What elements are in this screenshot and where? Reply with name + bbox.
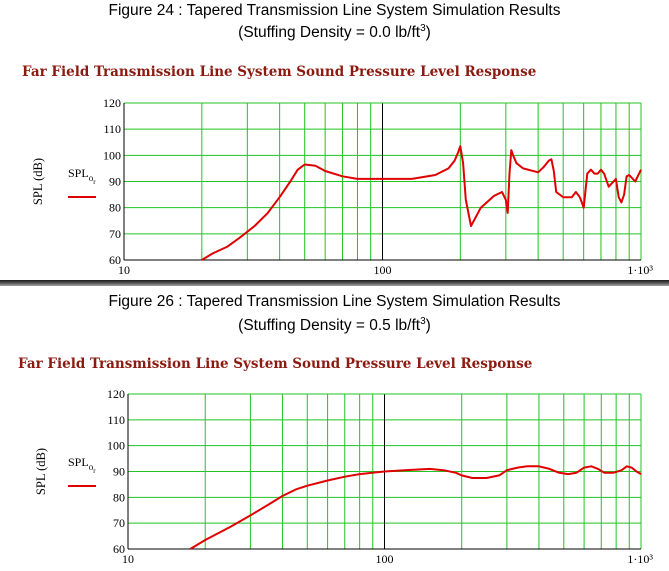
section-divider [0,280,669,288]
x-tick-label: 1·10³ [627,552,653,566]
spl-response-chart-2: 60 70 80 90 100 110 120 10 100 1·10³ SPL (dB) SPLor [34,387,653,566]
x-tick-label: 10 [122,552,134,566]
y-tick-label: 120 [107,387,125,401]
y-tick-label: 70 [113,516,125,530]
chart-title: Far Field Transmission Line System Sound… [22,64,537,80]
y-tick-label: 110 [107,413,125,427]
y-axis-label: SPL (dB) [31,158,45,205]
y-tick-label: 60 [113,542,125,556]
spl-series-line [189,465,642,550]
figure-title-line2-close: ) [425,24,431,42]
y-axis-label: SPL (dB) [34,448,48,495]
y-tick-label: 120 [103,96,121,110]
legend-label: SPLor [68,455,96,475]
y-tick-label: 70 [109,227,121,241]
figure-title-line1: Figure 26 : Tapered Transmission Line Sy… [108,293,561,310]
figure-title-superscript: 3 [420,23,426,34]
x-tick-label: 100 [376,552,394,566]
legend-label: SPLor [68,166,96,186]
figure-title-line2-text: (Stuffing Density = 0.0 lb/ft [238,24,421,42]
y-tick-label: 90 [109,175,121,189]
y-tick-label: 80 [109,201,121,215]
x-tick-label: 1·10³ [627,263,653,277]
figure-title-line2-close: ) [425,317,431,335]
y-tick-label: 110 [103,122,121,136]
figure-title-line2: (Stuffing Density = 0.0 lb/ft3) [0,20,669,42]
figure-title-line1: Figure 24 : Tapered Transmission Line Sy… [108,2,561,19]
figure-26-panel: Figure 26 : Tapered Transmission Line Sy… [0,286,669,571]
figure-24-panel: Figure 24 : Tapered Transmission Line Sy… [0,0,669,282]
figure-title-superscript: 3 [420,316,426,327]
spl-series-line [201,145,642,261]
y-tick-label: 60 [109,253,121,267]
spl-response-chart-1: 60 70 80 90 100 110 120 10 100 1·10³ SPL (dB) SPLor [31,96,653,277]
figure-title-line2: (Stuffing Density = 0.5 lb/ft3) [0,313,669,335]
y-tick-label: 100 [107,439,125,453]
x-tick-label: 100 [374,263,392,277]
figure-title-line2-text: (Stuffing Density = 0.5 lb/ft [238,317,421,335]
y-tick-label: 100 [103,148,121,162]
y-tick-label: 90 [113,465,125,479]
x-tick-label: 10 [118,263,130,277]
chart-title: Far Field Transmission Line System Sound… [18,356,533,372]
y-tick-label: 80 [113,490,125,504]
